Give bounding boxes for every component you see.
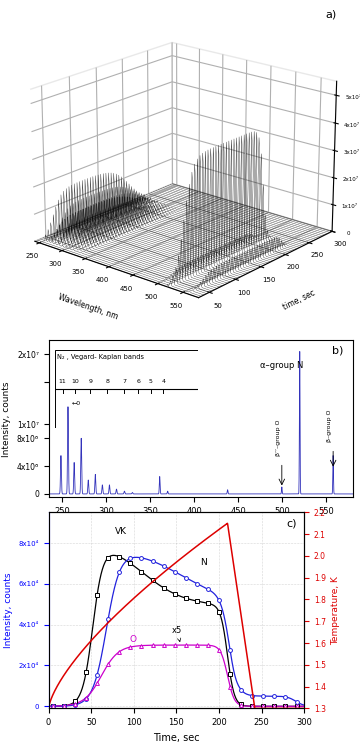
Text: x5: x5 [172,626,183,642]
Text: b): b) [332,345,344,355]
Y-axis label: Temperature, K: Temperature, K [332,576,341,645]
Text: VK: VK [115,527,127,536]
Text: c): c) [286,518,297,528]
Text: α–group N: α–group N [260,361,303,370]
Y-axis label: time, sec: time, sec [281,288,316,311]
Y-axis label: Intensity, counts: Intensity, counts [4,573,13,648]
X-axis label: Wavelength, nm: Wavelength, nm [57,293,119,322]
Text: a): a) [325,10,337,20]
X-axis label: Wavelength, nm: Wavelength, nm [161,521,241,532]
Text: β’’–group O: β’’–group O [276,419,281,456]
Text: O: O [130,635,136,644]
Text: N: N [200,559,207,568]
Y-axis label: Intensity, counts: Intensity, counts [2,381,11,456]
Text: β–group O: β–group O [327,409,332,441]
X-axis label: Time, sec: Time, sec [153,732,200,743]
